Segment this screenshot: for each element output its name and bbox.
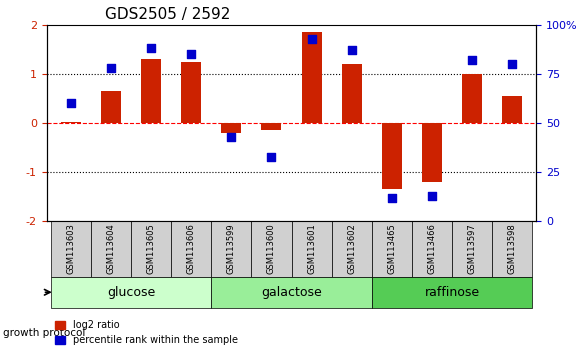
Point [146, 46, 156, 51]
Text: glucose: glucose [107, 286, 155, 299]
Text: GSM113602: GSM113602 [347, 224, 356, 274]
Bar [422, 123, 442, 182]
Text: GSM113466: GSM113466 [427, 223, 437, 274]
Bar [382, 123, 402, 189]
Bar [101, 91, 121, 123]
FancyBboxPatch shape [372, 276, 532, 308]
Text: GSM113601: GSM113601 [307, 224, 316, 274]
Point [187, 51, 196, 57]
Bar [462, 74, 482, 123]
Text: GSM113599: GSM113599 [227, 224, 236, 274]
Text: growth protocol: growth protocol [3, 328, 85, 338]
Text: GSM113605: GSM113605 [146, 224, 156, 274]
Text: galactose: galactose [261, 286, 322, 299]
Text: GSM113597: GSM113597 [468, 224, 477, 274]
Point [347, 47, 356, 53]
FancyBboxPatch shape [91, 222, 131, 276]
Point [267, 154, 276, 159]
FancyBboxPatch shape [251, 222, 292, 276]
Text: GSM113600: GSM113600 [267, 224, 276, 274]
Bar [181, 62, 201, 123]
FancyBboxPatch shape [492, 222, 532, 276]
Bar [261, 123, 282, 131]
Point [427, 193, 437, 199]
FancyBboxPatch shape [292, 222, 332, 276]
Bar [342, 64, 361, 123]
FancyBboxPatch shape [211, 276, 372, 308]
Text: GSM113604: GSM113604 [106, 224, 115, 274]
Text: GDS2505 / 2592: GDS2505 / 2592 [106, 7, 231, 22]
Point [227, 134, 236, 140]
Legend: log2 ratio, percentile rank within the sample: log2 ratio, percentile rank within the s… [51, 316, 242, 349]
Point [508, 61, 517, 67]
FancyBboxPatch shape [51, 276, 211, 308]
FancyBboxPatch shape [372, 222, 412, 276]
Bar [141, 59, 161, 123]
FancyBboxPatch shape [332, 222, 372, 276]
Text: GSM113598: GSM113598 [508, 224, 517, 274]
FancyBboxPatch shape [171, 222, 211, 276]
Text: GSM113606: GSM113606 [187, 223, 196, 274]
Text: GSM113465: GSM113465 [387, 224, 396, 274]
Bar [301, 32, 322, 123]
FancyBboxPatch shape [131, 222, 171, 276]
FancyBboxPatch shape [452, 222, 492, 276]
Point [66, 101, 75, 106]
Text: GSM113603: GSM113603 [66, 223, 75, 274]
FancyBboxPatch shape [51, 222, 91, 276]
Point [307, 36, 316, 41]
Bar [502, 96, 522, 123]
Bar [222, 123, 241, 133]
FancyBboxPatch shape [412, 222, 452, 276]
Point [387, 195, 396, 201]
Bar [61, 122, 81, 123]
Point [106, 65, 115, 71]
Point [468, 57, 477, 63]
Text: raffinose: raffinose [424, 286, 480, 299]
FancyBboxPatch shape [211, 222, 251, 276]
